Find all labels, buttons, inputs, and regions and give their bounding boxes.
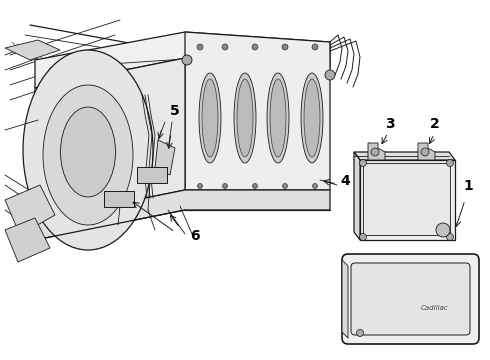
Text: Cadillac: Cadillac — [421, 305, 449, 311]
Circle shape — [283, 184, 288, 189]
Text: 3: 3 — [385, 117, 395, 131]
FancyBboxPatch shape — [363, 163, 450, 235]
Circle shape — [446, 159, 454, 166]
FancyBboxPatch shape — [342, 254, 479, 344]
Circle shape — [357, 329, 364, 337]
Polygon shape — [155, 140, 175, 175]
Circle shape — [421, 148, 429, 156]
Text: 6: 6 — [190, 229, 200, 243]
Circle shape — [446, 234, 454, 240]
Circle shape — [313, 184, 318, 189]
Polygon shape — [185, 32, 330, 190]
Text: 5: 5 — [170, 104, 180, 118]
Ellipse shape — [23, 50, 153, 250]
Ellipse shape — [43, 85, 133, 225]
Circle shape — [222, 44, 228, 50]
Circle shape — [282, 44, 288, 50]
Circle shape — [360, 159, 367, 166]
Circle shape — [325, 70, 335, 80]
Ellipse shape — [301, 73, 323, 163]
Ellipse shape — [234, 73, 256, 163]
Ellipse shape — [202, 79, 218, 157]
Polygon shape — [354, 152, 455, 160]
Ellipse shape — [267, 73, 289, 163]
Circle shape — [312, 44, 318, 50]
Circle shape — [252, 44, 258, 50]
Polygon shape — [418, 143, 435, 160]
Text: 2: 2 — [430, 117, 440, 131]
Text: 4: 4 — [340, 174, 350, 188]
Circle shape — [360, 234, 367, 240]
Polygon shape — [35, 32, 330, 88]
Polygon shape — [360, 160, 455, 240]
Circle shape — [371, 148, 379, 156]
Polygon shape — [368, 143, 385, 160]
Ellipse shape — [237, 79, 253, 157]
Text: 1: 1 — [463, 179, 473, 193]
Circle shape — [197, 44, 203, 50]
Polygon shape — [342, 260, 348, 338]
Circle shape — [182, 55, 192, 65]
Polygon shape — [354, 152, 360, 240]
Circle shape — [222, 184, 227, 189]
Polygon shape — [35, 190, 330, 240]
Circle shape — [436, 223, 450, 237]
FancyBboxPatch shape — [351, 263, 470, 335]
Polygon shape — [5, 40, 60, 60]
Circle shape — [252, 184, 258, 189]
FancyBboxPatch shape — [137, 167, 167, 183]
Polygon shape — [5, 185, 55, 235]
Circle shape — [197, 184, 202, 189]
Ellipse shape — [304, 79, 320, 157]
Polygon shape — [35, 58, 185, 220]
FancyBboxPatch shape — [104, 191, 134, 207]
Ellipse shape — [270, 79, 286, 157]
Ellipse shape — [60, 107, 116, 197]
Ellipse shape — [199, 73, 221, 163]
Polygon shape — [5, 218, 50, 262]
